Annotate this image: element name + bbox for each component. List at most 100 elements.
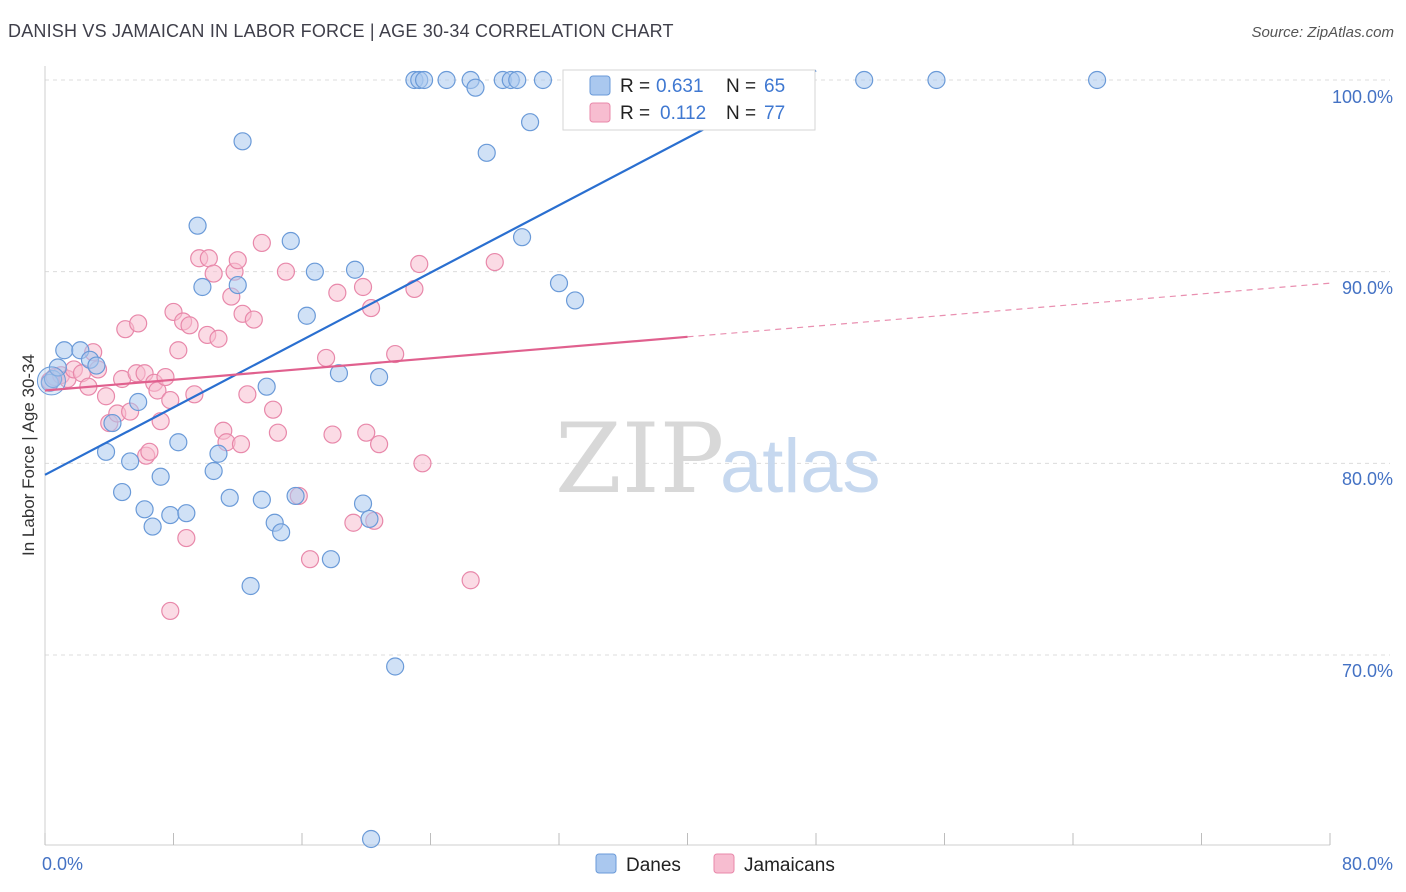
legend-danes-n-value: 65 bbox=[764, 76, 785, 97]
jamaican-point bbox=[276, 262, 296, 281]
jamaican-point bbox=[410, 254, 429, 274]
source-credit: Source: ZipAtlas.com bbox=[1251, 24, 1394, 41]
jamaican-point bbox=[344, 513, 363, 532]
dane-point bbox=[370, 367, 389, 387]
dane-point bbox=[386, 657, 405, 676]
jamaican-point bbox=[244, 310, 263, 329]
chart-title: DANISH VS JAMAICAN IN LABOR FORCE | AGE … bbox=[8, 21, 674, 41]
dane-point bbox=[209, 444, 228, 463]
dane-point bbox=[927, 70, 946, 90]
x-tick-label: 80.0% bbox=[1342, 854, 1393, 874]
jamaican-point bbox=[252, 233, 271, 253]
jamaican-point bbox=[199, 249, 218, 268]
watermark-atlas: atlas bbox=[720, 424, 881, 509]
bottom-legend-danes: Danes bbox=[626, 855, 681, 876]
x-tick-label: 0.0% bbox=[42, 854, 83, 874]
dane-point bbox=[1087, 70, 1107, 90]
dane-point bbox=[161, 505, 180, 525]
jamaican-point bbox=[357, 423, 376, 442]
series-legend: Danes Jamaicans bbox=[595, 853, 835, 876]
y-tick-label: 70.0% bbox=[1342, 661, 1393, 681]
dane-point bbox=[103, 413, 122, 433]
y-tick-label: 100.0% bbox=[1332, 87, 1393, 107]
jamaican-point bbox=[461, 571, 480, 590]
dane-point bbox=[466, 78, 485, 97]
jamaican-point bbox=[231, 435, 251, 454]
jamaican-point bbox=[328, 283, 347, 302]
bottom-legend-jamaicans: Jamaicans bbox=[744, 855, 835, 876]
dane-point bbox=[305, 262, 324, 281]
dane-point bbox=[345, 260, 365, 279]
dane-point bbox=[228, 275, 247, 295]
jamaican-point bbox=[268, 423, 288, 442]
dane-point bbox=[512, 228, 532, 247]
jamaican-point bbox=[177, 528, 196, 548]
dane-point bbox=[177, 504, 196, 523]
legend-danes-n-label: N = bbox=[726, 76, 756, 97]
dane-point bbox=[477, 143, 496, 162]
jamaican-point bbox=[263, 400, 283, 419]
jamaican-point bbox=[238, 385, 257, 404]
dane-point bbox=[151, 467, 170, 486]
dane-point bbox=[281, 231, 300, 251]
legend-jamaicans-n-label: N = bbox=[726, 103, 756, 124]
dane-point bbox=[414, 70, 434, 90]
jamaicans-trend-line bbox=[44, 335, 688, 392]
dane-point bbox=[437, 70, 456, 90]
dane-point bbox=[87, 356, 106, 375]
data-points bbox=[36, 70, 1107, 849]
jamaican-point bbox=[161, 601, 180, 621]
jamaican-point bbox=[413, 454, 432, 473]
dane-point bbox=[204, 461, 223, 481]
watermark-zip: ZIP bbox=[555, 403, 724, 515]
dane-point bbox=[360, 509, 379, 529]
legend-danes-r-label: R = bbox=[620, 76, 650, 97]
watermark: ZIP atlas bbox=[555, 403, 881, 515]
jamaicans-trend-extension bbox=[687, 282, 1331, 338]
x-tick-labels: 0.0% 80.0% bbox=[42, 854, 1393, 874]
dane-point-cluster bbox=[36, 366, 66, 396]
jamaican-point bbox=[180, 316, 199, 335]
bottom-legend-swatch-danes bbox=[595, 853, 617, 874]
y-axis-title: In Labor Force | Age 30-34 bbox=[19, 354, 38, 556]
dane-point bbox=[565, 291, 585, 310]
axes bbox=[44, 66, 1331, 846]
correlation-legend: R = 0.631 N = 65 R = 0.112 N = 77 bbox=[562, 69, 816, 131]
legend-swatch-jamaicans bbox=[589, 102, 611, 123]
trend-lines bbox=[44, 69, 1331, 476]
y-tick-label: 80.0% bbox=[1342, 469, 1393, 489]
y-tick-label: 90.0% bbox=[1342, 278, 1393, 298]
dane-point bbox=[193, 277, 212, 297]
jamaican-point bbox=[485, 252, 504, 272]
dane-point bbox=[533, 70, 553, 90]
gridlines bbox=[45, 79, 1390, 656]
dane-point bbox=[112, 482, 132, 502]
jamaican-point bbox=[96, 387, 116, 406]
legend-jamaicans-r-value: 0.112 bbox=[660, 103, 706, 124]
dane-point bbox=[188, 216, 207, 235]
jamaican-point bbox=[353, 277, 373, 297]
jamaican-point bbox=[140, 442, 159, 461]
bottom-legend-swatch-jamaicans bbox=[713, 853, 735, 874]
dane-point bbox=[135, 500, 154, 519]
dane-point bbox=[508, 70, 527, 90]
legend-swatch-danes bbox=[589, 75, 611, 96]
dane-point bbox=[297, 306, 316, 325]
y-tick-labels: 100.0% 90.0% 80.0% 70.0% bbox=[1332, 87, 1393, 681]
dane-point bbox=[129, 392, 148, 412]
dane-point bbox=[321, 550, 341, 569]
legend-jamaicans-r-label: R = bbox=[620, 103, 650, 124]
dane-point bbox=[272, 523, 291, 542]
jamaican-point bbox=[300, 550, 320, 569]
dane-point bbox=[241, 576, 260, 596]
legend-jamaicans-n-value: 77 bbox=[764, 103, 785, 124]
jamaican-point bbox=[323, 425, 342, 444]
danes-trend-line bbox=[44, 69, 817, 476]
jamaican-point bbox=[129, 314, 148, 333]
jamaican-point bbox=[386, 344, 405, 364]
dane-point bbox=[329, 364, 349, 383]
dane-point bbox=[252, 490, 271, 509]
dane-point bbox=[257, 377, 276, 396]
dane-point bbox=[233, 132, 252, 151]
